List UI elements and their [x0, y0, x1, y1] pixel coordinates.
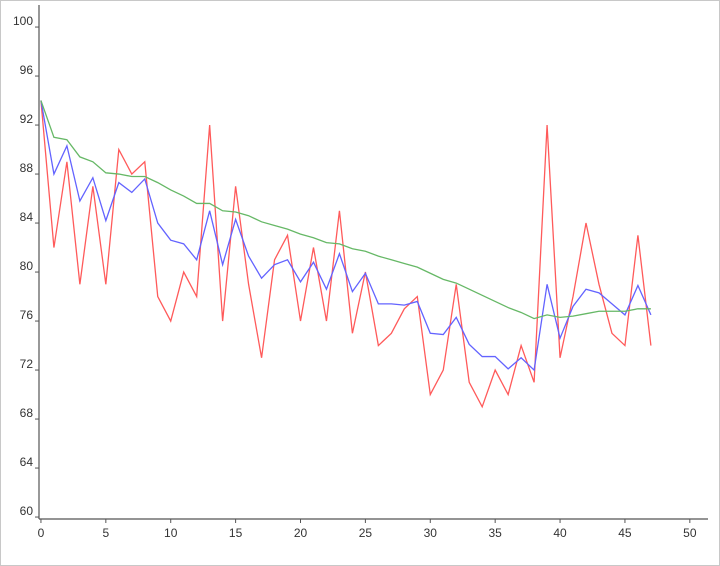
y-tick-label: 96 — [20, 63, 34, 77]
series-line — [40, 100, 652, 372]
x-tick-label: 30 — [424, 526, 438, 540]
series-line — [40, 100, 652, 409]
y-tick-label: 72 — [20, 357, 34, 371]
y-tick-label: 88 — [20, 161, 34, 175]
y-tick-label: 80 — [20, 259, 34, 273]
series-line — [40, 100, 651, 320]
x-tick-label: 35 — [488, 526, 502, 540]
y-tick-label: 60 — [20, 504, 34, 518]
x-tick-label: 40 — [553, 526, 567, 540]
y-tick-label: 68 — [20, 406, 34, 420]
x-tick-label: 25 — [359, 526, 373, 540]
x-tick-label: 50 — [683, 526, 697, 540]
x-tick-label: 5 — [102, 526, 109, 540]
y-tick-label: 76 — [20, 308, 34, 322]
y-tick-label: 100 — [13, 14, 33, 28]
y-tick-label: 92 — [20, 112, 34, 126]
x-tick-label: 10 — [164, 526, 178, 540]
x-tick-label: 15 — [229, 526, 243, 540]
y-tick-label: 84 — [20, 210, 34, 224]
x-tick-label: 45 — [618, 526, 632, 540]
y-tick-label: 64 — [20, 455, 34, 469]
x-tick-label: 0 — [38, 526, 45, 540]
x-tick-label: 20 — [294, 526, 308, 540]
